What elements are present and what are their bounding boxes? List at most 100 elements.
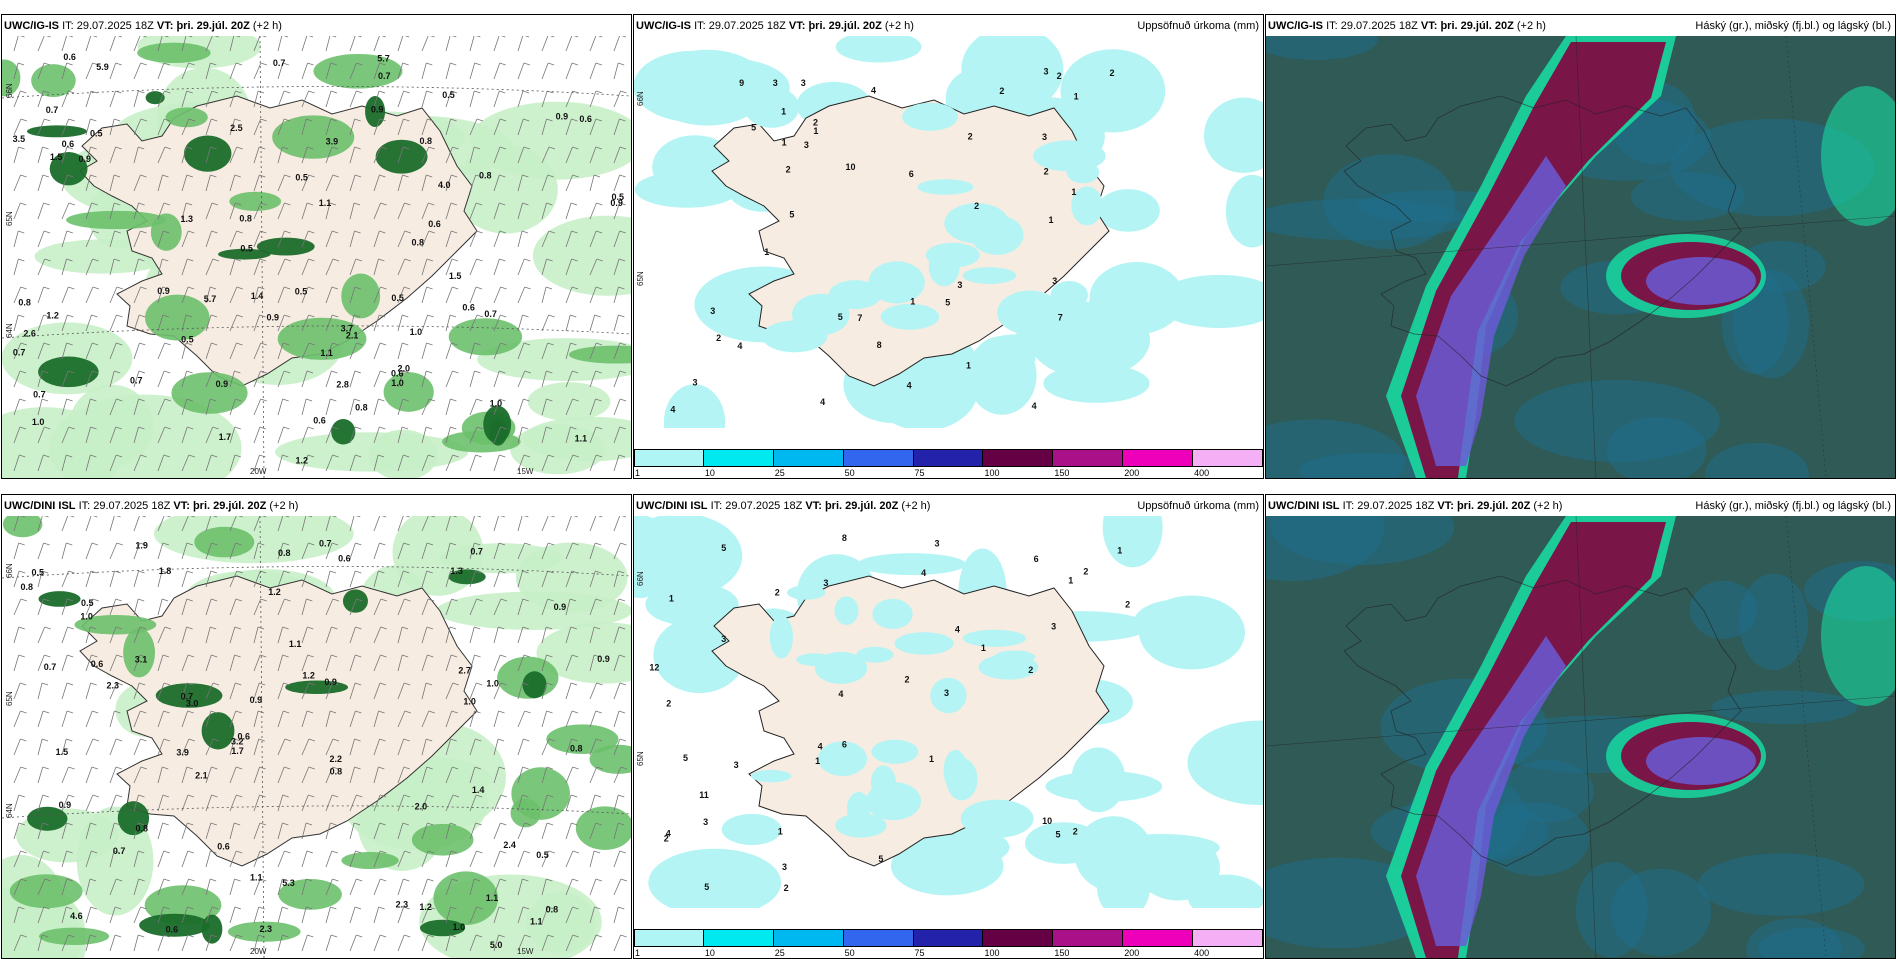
wind-barb	[403, 286, 411, 290]
wind-barb	[445, 794, 454, 812]
wind-barb	[109, 118, 115, 136]
cloud-map[interactable]	[1266, 516, 1895, 958]
value-label: 0.6	[91, 659, 104, 669]
wind-barb	[133, 738, 141, 756]
wind-barb	[499, 202, 506, 206]
grid-line	[1266, 215, 1895, 267]
wind-barb	[234, 370, 241, 374]
grid-line	[1575, 36, 1597, 478]
wind-barb	[133, 598, 139, 616]
wind-barb	[421, 118, 428, 136]
wind-barb	[401, 626, 409, 630]
wind-barb	[13, 570, 20, 588]
wind-barb	[349, 174, 356, 192]
wind-barb	[260, 230, 267, 234]
wind-barb	[379, 794, 387, 798]
wind-barb	[397, 626, 403, 644]
vt-value: þri. 29.júl. 20Z	[1456, 500, 1531, 512]
wind-barb	[301, 454, 309, 472]
wind-barb	[234, 878, 241, 882]
value-label: 2	[1028, 665, 1033, 675]
value-label: 1.0	[490, 398, 503, 408]
wind-barb	[20, 710, 27, 714]
wind-barb	[181, 286, 189, 304]
value-label: 0.5	[442, 90, 455, 100]
wind-barb	[541, 598, 549, 616]
value-label: 5	[838, 312, 843, 322]
wind-barb	[517, 258, 525, 276]
wind-barb	[92, 36, 98, 38]
wind-barb	[596, 258, 603, 262]
wind-barb	[618, 822, 625, 826]
wind-barb	[234, 626, 241, 630]
wind-barb	[116, 682, 123, 686]
value-label: 2	[775, 587, 780, 597]
wind-barb	[565, 90, 573, 108]
wind-barb	[397, 766, 405, 784]
wind-barb	[493, 822, 501, 840]
wind-barb	[517, 794, 523, 812]
wind-barb	[427, 822, 434, 826]
wind-barb	[619, 230, 626, 234]
wind-barb	[66, 878, 73, 882]
wind-barb	[474, 654, 481, 658]
wind-barb	[331, 426, 339, 430]
wind-barb	[43, 598, 50, 602]
wind-barb	[618, 794, 625, 798]
latitude-label: 64N	[5, 323, 14, 338]
wind-barb	[403, 794, 411, 798]
green-field	[123, 628, 156, 678]
wind-map[interactable]: 0.7 0.6 0.5 0.8 0.5 0.7 0.8 0.9 0.7 0.6 0.5 1.1 0.9 0…	[2, 36, 631, 478]
wind-map[interactable]: 0.7 2.3 0.8 1.5 1.8 1.9 2.3 0.9 0.8 0.9 1.2 1.1 1.3 2…	[2, 516, 631, 958]
precip-area	[1050, 281, 1089, 309]
wind-barb	[90, 626, 97, 630]
wind-barb	[43, 90, 50, 94]
wind-barb	[259, 258, 267, 262]
wind-barb	[404, 934, 411, 938]
wind-barb	[116, 286, 124, 290]
wind-barb	[157, 878, 165, 896]
wind-barb	[349, 62, 357, 80]
wind-barb	[451, 878, 459, 882]
wind-barb	[157, 766, 163, 784]
wind-barb	[373, 766, 379, 784]
wind-barb	[498, 738, 505, 742]
cloud-map[interactable]	[1266, 36, 1895, 478]
wind-barb	[210, 822, 217, 826]
wind-barb	[85, 682, 92, 700]
wind-barb	[260, 398, 267, 402]
wind-barb	[548, 454, 555, 458]
wind-barb	[619, 850, 626, 854]
wind-barb	[373, 710, 379, 728]
precip-area	[648, 848, 782, 908]
wind-barb	[469, 426, 478, 444]
wind-barb	[277, 738, 286, 756]
wind-barb	[307, 934, 314, 938]
value-label: 1	[781, 106, 786, 116]
wind-barb	[306, 710, 314, 714]
wind-barb	[66, 542, 73, 546]
wind-barb	[403, 878, 410, 882]
wind-barb	[234, 822, 241, 826]
wind-barb	[283, 286, 291, 290]
wind-barb	[205, 710, 212, 728]
wind-barb	[469, 36, 475, 52]
wind-barb	[253, 90, 259, 108]
wind-barb	[595, 542, 602, 546]
wind-barb	[229, 542, 236, 560]
panel-header: UWC/DINI ISL IT: 29.07.2025 18Z VT: þri.…	[4, 498, 629, 514]
precip-map[interactable]: 66N 65N 4 3 2 3 3 1 5 4 4 2 2 3 2 1 6 2 1 2 1 2 3 3 3 5 1 2 4 8 6 11 5 12…	[634, 516, 1263, 958]
wind-barb	[493, 542, 500, 560]
wind-barb	[301, 146, 308, 164]
precip-area	[750, 769, 792, 783]
wind-barb	[187, 822, 194, 826]
value-label: 0.6	[462, 302, 475, 312]
wind-barb	[229, 398, 236, 416]
wind-barb	[109, 230, 115, 248]
wind-barb	[522, 766, 529, 770]
precip-map[interactable]: 66N 65N 2 1 2 3 3 4 3 4 1 3 1 2 3 5 1 4 2 3 3 2 2 3 1 2 4 8 6 7 1 2 2 5 3 1…	[634, 36, 1263, 478]
wind-barb	[397, 146, 404, 164]
wind-barb	[373, 286, 381, 304]
wind-barb	[308, 90, 315, 94]
wind-barb	[548, 738, 556, 742]
